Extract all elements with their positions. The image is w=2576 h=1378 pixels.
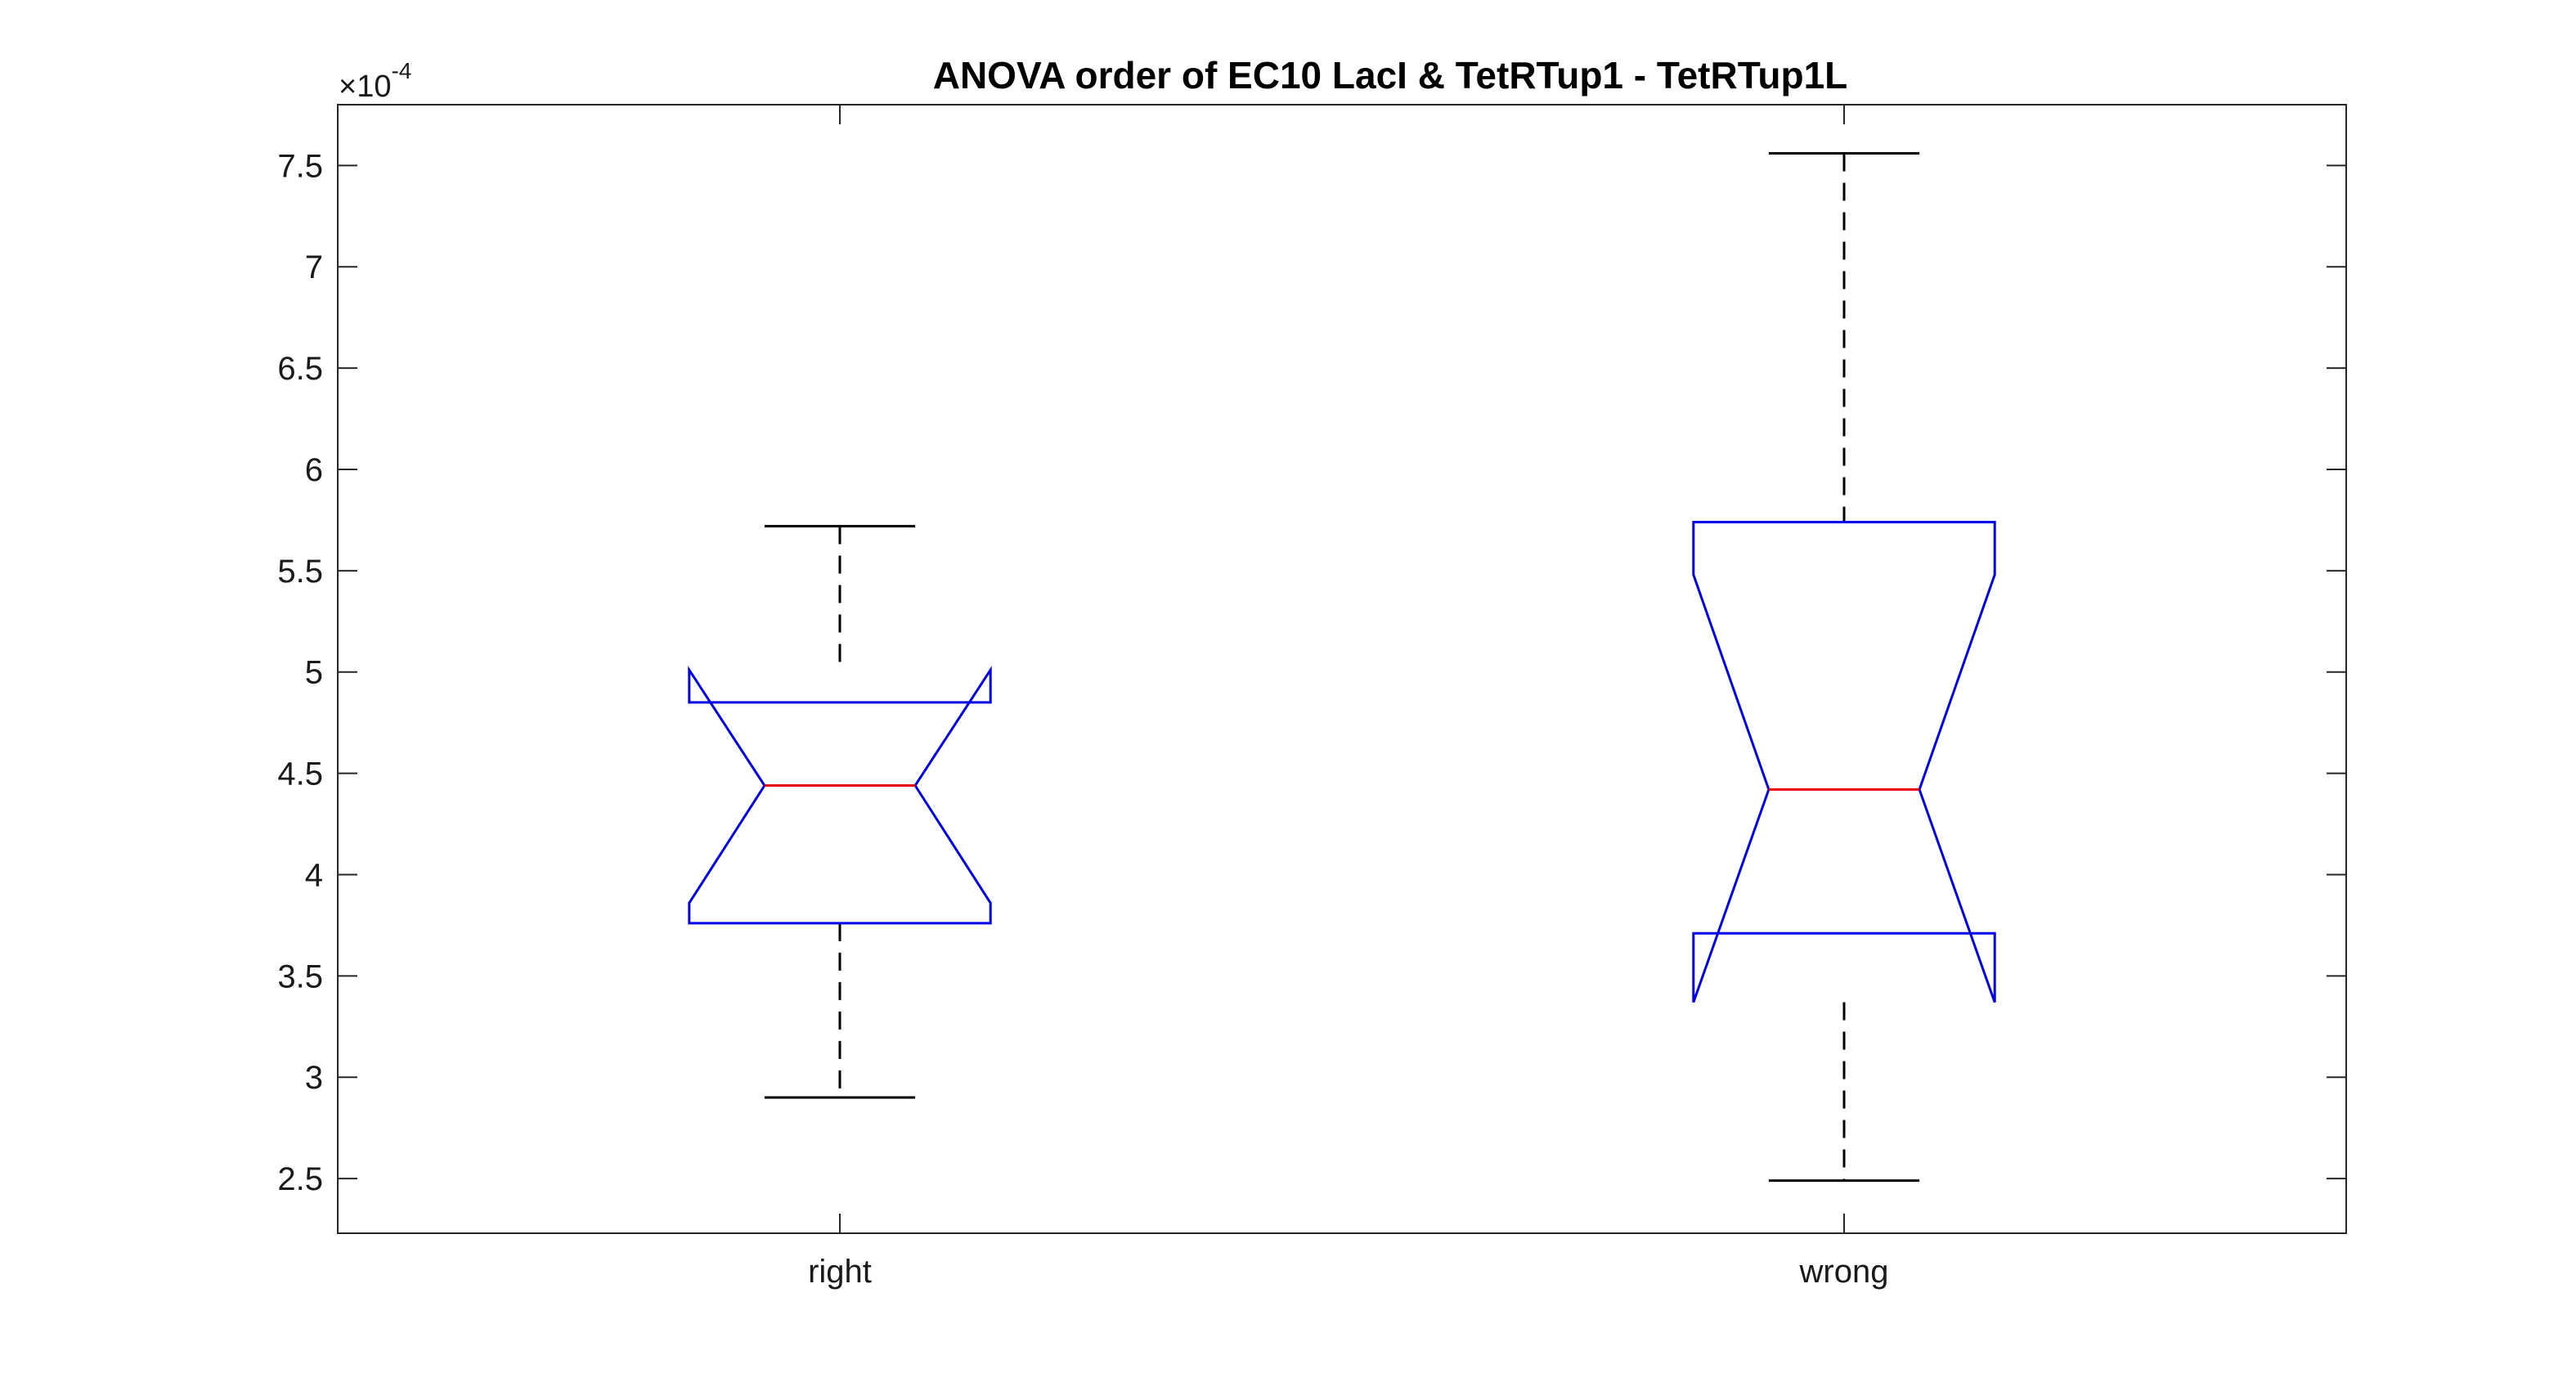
y-tick-label: 4 [305, 857, 323, 893]
y-tick-label: 2.5 [277, 1161, 323, 1197]
x-axis: right wrong [808, 105, 1888, 1290]
y-tick-label: 3.5 [277, 958, 323, 994]
box-wrong [1692, 151, 1996, 1183]
x-tick-label-right: right [808, 1254, 872, 1290]
notched-box [688, 666, 992, 925]
svg-text:×10-4: ×10-4 [339, 58, 411, 104]
chart-title: ANOVA order of EC10 LacI & TetRTup1 - Te… [933, 54, 1848, 97]
y-multiplier-exponent: -4 [391, 58, 411, 83]
box-plots [688, 151, 1996, 1183]
notched-box [1692, 520, 1996, 1003]
y-axis: 2.5 3 3.5 4 4.5 5 5.5 6 6.5 7 7.5 [277, 148, 2346, 1197]
y-tick-label: 5.5 [277, 554, 323, 590]
y-tick-label: 3 [305, 1060, 323, 1096]
plot-area [337, 104, 2347, 1234]
x-tick-label-wrong: wrong [1799, 1254, 1889, 1290]
box-right [688, 524, 992, 1099]
y-tick-label: 4.5 [277, 756, 323, 792]
y-multiplier: ×10-4 [339, 58, 411, 104]
y-tick-label: 6 [305, 452, 323, 488]
y-multiplier-base: ×10 [339, 70, 391, 104]
y-tick-label: 7 [305, 249, 323, 285]
y-tick-label: 5 [305, 655, 323, 691]
y-tick-label: 7.5 [277, 148, 323, 184]
y-tick-label: 6.5 [277, 351, 323, 387]
